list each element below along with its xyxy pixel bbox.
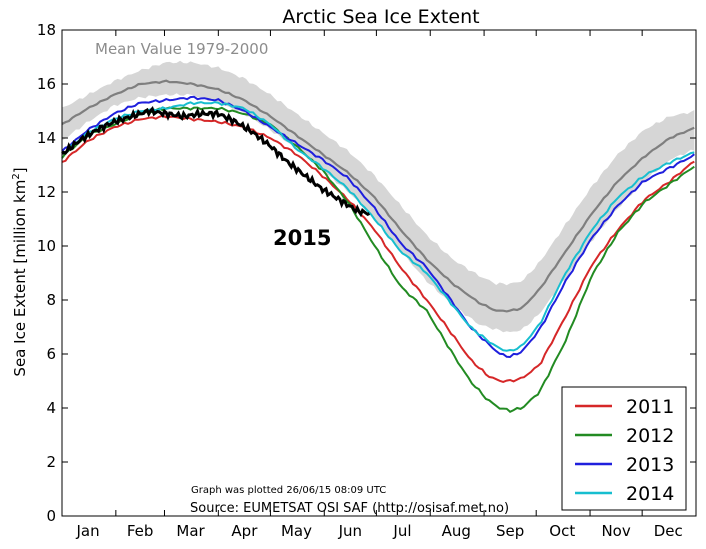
mean-line-layer <box>61 79 695 313</box>
y-tick-label: 14 <box>37 129 56 147</box>
legend-label-2014: 2014 <box>626 483 674 505</box>
y-tick-label: 16 <box>37 75 56 93</box>
x-tick-label: Nov <box>601 522 630 540</box>
x-tick-label: May <box>281 522 312 540</box>
plot-frame <box>61 29 697 517</box>
source-note: Source: EUMETSAT OSI SAF (http://osisaf.… <box>190 501 509 516</box>
chart-title: Arctic Sea Ice Extent <box>282 6 479 28</box>
y-tick-label: 0 <box>46 507 56 525</box>
x-tick-label: Aug <box>442 522 471 540</box>
y-axis-label-superscript: 2 <box>11 173 22 179</box>
x-tick-label: Mar <box>176 522 205 540</box>
axis-ticks-layer: 0 2 4 6 8 10 12 14 16 18 Jan Feb Mar Apr May Jun Jul Aug S… <box>37 21 696 540</box>
x-tick-label: Jun <box>338 522 362 540</box>
y-tick-label: 12 <box>37 183 56 201</box>
series-line-2015 <box>61 106 371 218</box>
y-tick-label: 6 <box>46 345 56 363</box>
mean-line <box>61 79 695 313</box>
legend-entries: 2011 2012 2013 2014 <box>575 396 674 505</box>
legend-box <box>561 386 687 511</box>
series-line-2013 <box>61 95 695 359</box>
y-tick-label: 18 <box>37 21 56 39</box>
legend: 2011 2012 2013 2014 <box>561 386 687 511</box>
series-2015-layer <box>61 106 371 218</box>
y-tick-label: 4 <box>46 399 56 417</box>
y-axis-label-end: ] <box>11 167 29 173</box>
x-tick-label: Feb <box>127 522 154 540</box>
mean-value-label: Mean Value 1979-2000 <box>95 40 268 58</box>
x-tick-label: Sep <box>496 522 524 540</box>
y-tick-label: 10 <box>37 237 56 255</box>
mean-range-band-layer <box>62 60 695 333</box>
plotted-note: Graph was plotted 26/06/15 08:09 UTC <box>191 485 386 496</box>
y-tick-label: 8 <box>46 291 56 309</box>
x-tick-label: Dec <box>654 522 683 540</box>
mean-range-band <box>62 60 695 333</box>
x-tick-label: Jan <box>75 522 99 540</box>
legend-label-2011: 2011 <box>626 396 674 418</box>
x-tick-label: Jul <box>392 522 411 540</box>
series-line-2014 <box>61 101 695 352</box>
legend-label-2012: 2012 <box>626 425 674 447</box>
x-tick-label: Oct <box>549 522 575 540</box>
y-axis-label: Sea Ice Extent [million km2] <box>11 167 29 376</box>
annotation-2015: 2015 <box>273 226 331 250</box>
legend-label-2013: 2013 <box>626 454 674 476</box>
x-tick-label: Apr <box>231 522 258 540</box>
y-tick-label: 2 <box>46 453 56 471</box>
